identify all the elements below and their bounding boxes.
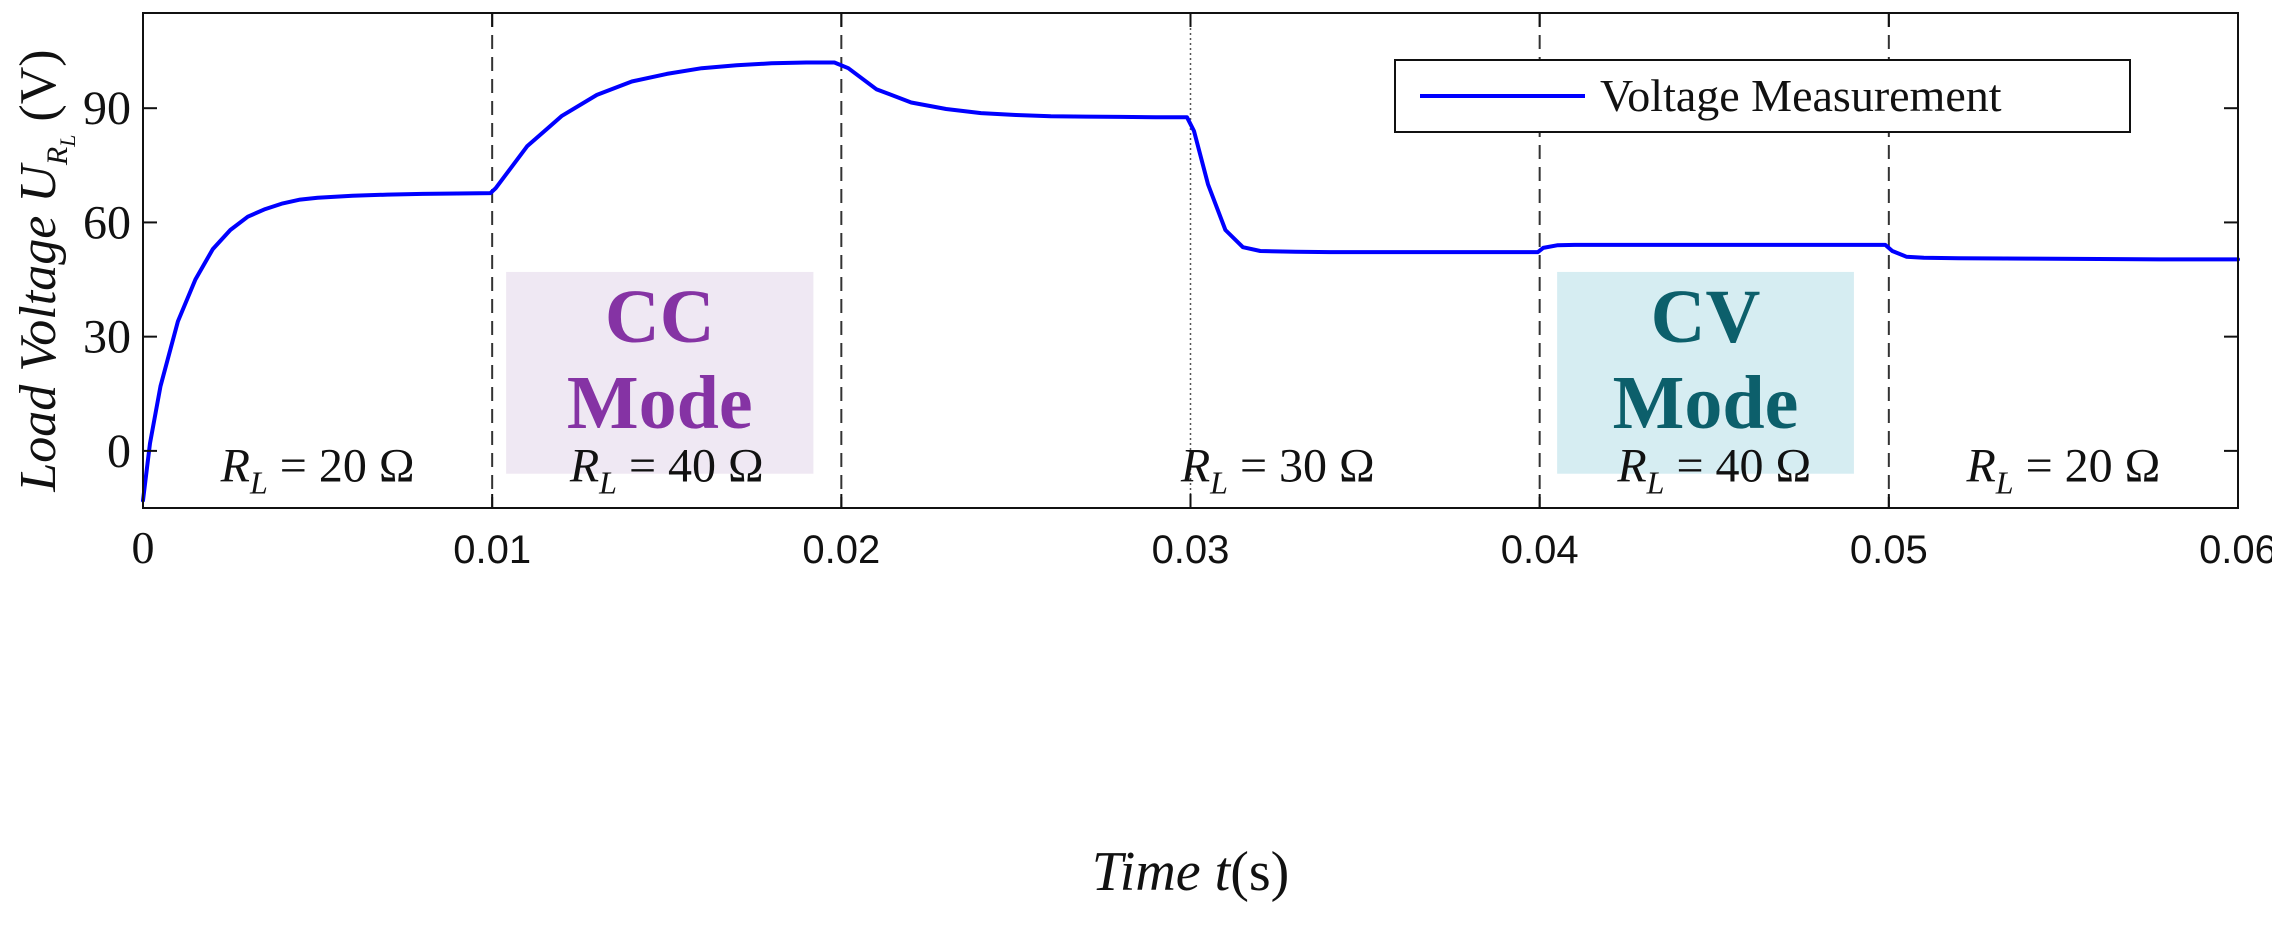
legend-label: Voltage Measurement xyxy=(1600,70,2002,121)
segment-labels: RL = 20 Ω RL = 40 Ω RL = 30 Ω RL = 40 Ω RL =… xyxy=(220,440,2161,501)
y-tick-label: 60 xyxy=(83,196,131,249)
x-tick-label: 0 xyxy=(132,522,155,573)
y-tick-label: 90 xyxy=(83,82,131,135)
x-tick-label: 0.03 xyxy=(1152,528,1230,572)
cv-mode-subtitle: Mode xyxy=(1613,361,1799,445)
cc-mode-title: CC xyxy=(605,275,715,359)
segment-label: RL = 20 Ω xyxy=(220,440,415,501)
series-layer xyxy=(141,60,2240,503)
axis-titles: Load Voltage URL (V) Time t(s) xyxy=(10,49,1289,903)
series-line-voltage-measurement xyxy=(141,60,2240,503)
y-axis-title: Load Voltage URL (V) xyxy=(10,49,80,492)
x-axis-title: Time t(s) xyxy=(1092,841,1290,903)
cv-mode-box xyxy=(1557,271,1854,474)
segment-label: RL = 40 Ω xyxy=(1616,440,1811,501)
cc-mode-subtitle: Mode xyxy=(567,361,753,445)
x-tick-label: 0.01 xyxy=(453,528,531,572)
cv-mode-title: CV xyxy=(1651,275,1761,359)
y-tick-label: 30 xyxy=(83,311,131,364)
segment-label: RL = 30 Ω xyxy=(1180,440,1375,501)
x-tick-label: 0.04 xyxy=(1501,528,1579,572)
axis-ticks: 0 0.01 0.02 0.03 0.04 0.05 0.06 0 30 60 90 xyxy=(83,13,2272,573)
y-tick-label: 0 xyxy=(107,425,131,478)
segment-label: RL = 20 Ω xyxy=(1965,440,2160,501)
segment-label: RL = 40 Ω xyxy=(569,440,764,501)
cc-mode-box xyxy=(506,271,814,474)
divider-lines xyxy=(491,13,1890,508)
legend: Voltage Measurement xyxy=(1394,59,2131,133)
x-tick-label: 0.02 xyxy=(802,528,880,572)
x-tick-label: 0.06 xyxy=(2199,528,2272,572)
x-tick-label: 0.05 xyxy=(1850,528,1928,572)
